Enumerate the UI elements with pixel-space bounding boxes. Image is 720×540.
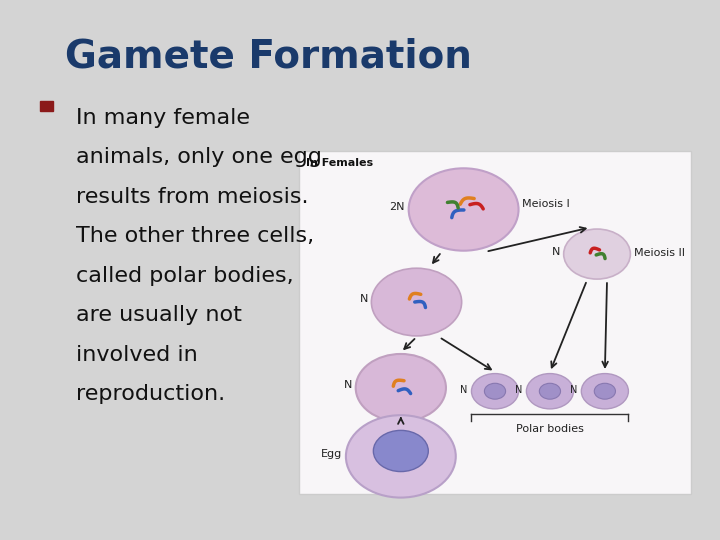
Circle shape: [472, 374, 518, 409]
Text: N: N: [343, 380, 352, 390]
Text: In many female: In many female: [76, 108, 250, 128]
Text: The other three cells,: The other three cells,: [76, 226, 314, 246]
Text: Meiosis II: Meiosis II: [634, 248, 685, 258]
Text: N: N: [516, 384, 523, 395]
Text: reproduction.: reproduction.: [76, 384, 225, 404]
Text: Egg: Egg: [321, 449, 342, 458]
Circle shape: [346, 415, 456, 497]
Text: Polar bodies: Polar bodies: [516, 424, 584, 434]
Text: N: N: [359, 294, 368, 305]
Circle shape: [409, 168, 518, 251]
Text: N: N: [570, 384, 577, 395]
Text: N: N: [461, 384, 468, 395]
Text: called polar bodies,: called polar bodies,: [76, 266, 293, 286]
Text: In Females: In Females: [306, 158, 373, 168]
Text: Meiosis I: Meiosis I: [522, 199, 570, 209]
Text: 2N: 2N: [390, 202, 405, 212]
Text: N: N: [552, 247, 560, 257]
Circle shape: [581, 374, 629, 409]
Circle shape: [539, 383, 561, 399]
Circle shape: [374, 430, 428, 471]
Text: Gamete Formation: Gamete Formation: [65, 38, 472, 76]
Circle shape: [372, 268, 462, 336]
Circle shape: [356, 354, 446, 422]
Circle shape: [526, 374, 574, 409]
Circle shape: [594, 383, 616, 399]
FancyBboxPatch shape: [299, 151, 691, 494]
Text: involved in: involved in: [76, 345, 197, 364]
Text: results from meiosis.: results from meiosis.: [76, 187, 308, 207]
Text: animals, only one egg: animals, only one egg: [76, 147, 321, 167]
Text: are usually not: are usually not: [76, 305, 241, 325]
Bar: [40, 101, 53, 111]
Circle shape: [485, 383, 505, 399]
Circle shape: [564, 229, 631, 279]
